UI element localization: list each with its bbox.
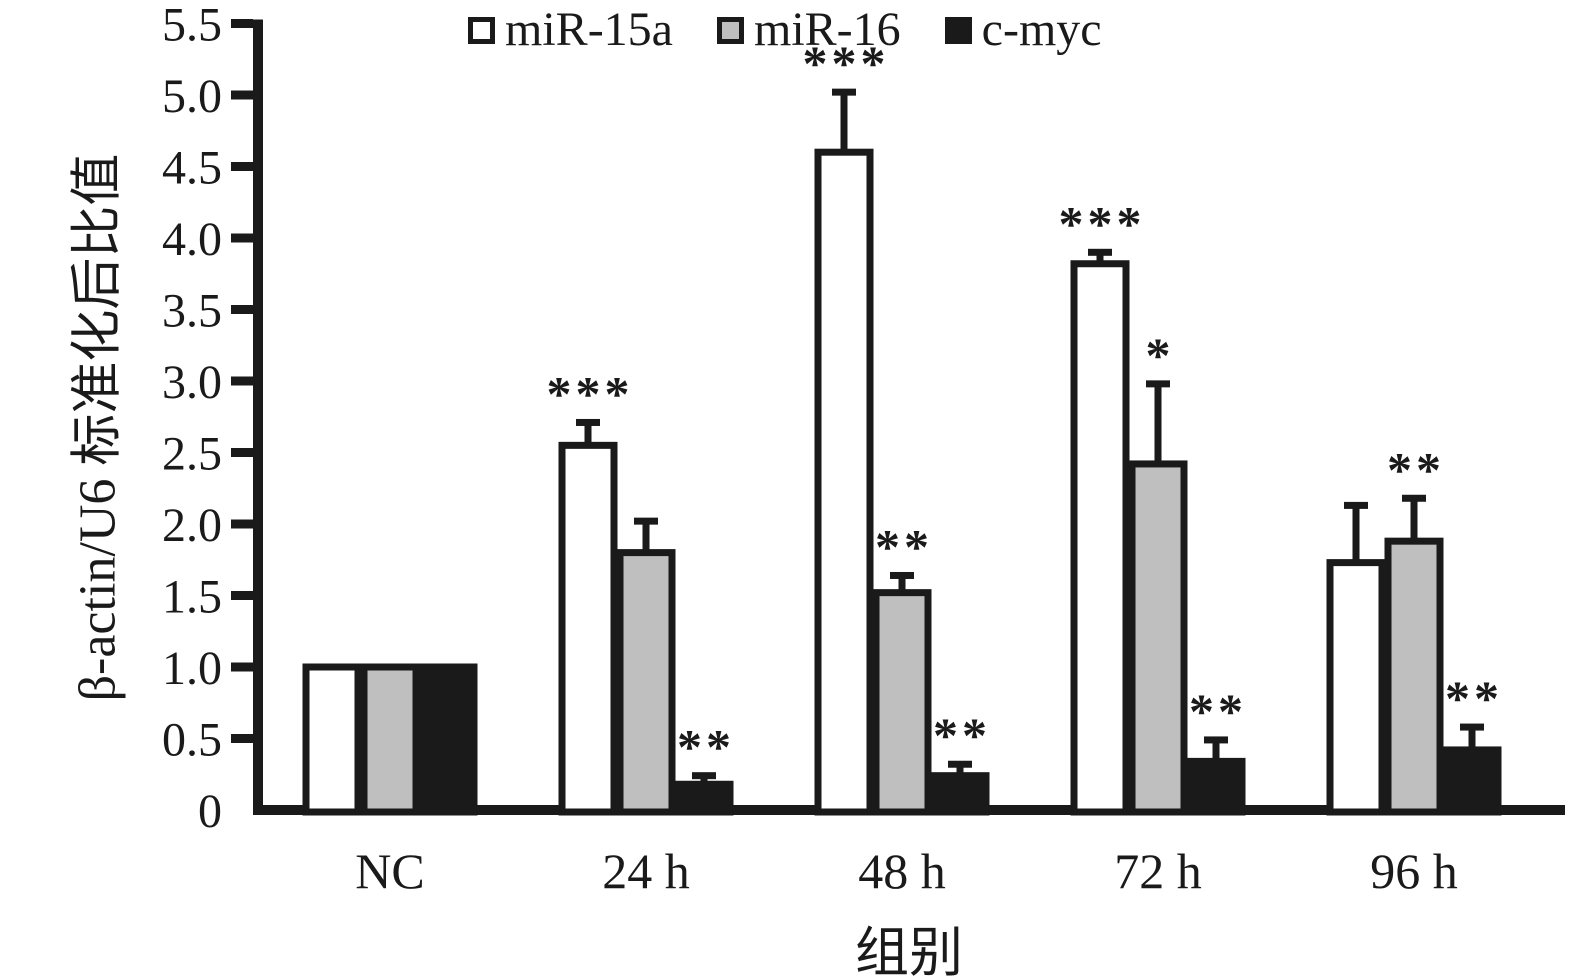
legend-label: c-myc xyxy=(981,3,1102,56)
legend-item-miR-15a: miR-15a xyxy=(468,4,673,56)
error-bar-stem xyxy=(1410,498,1418,542)
error-bar-cap xyxy=(692,772,716,780)
bar-miR-16-48 h xyxy=(872,589,932,816)
y-tick-label: 5.0 xyxy=(162,70,222,123)
bar-c-myc-48 h xyxy=(930,772,990,816)
y-tick xyxy=(231,519,253,529)
bar-miR-15a-NC xyxy=(302,663,362,816)
error-bar-stem xyxy=(898,575,906,593)
y-tick xyxy=(231,233,253,243)
bar-miR-15a-72 h xyxy=(1070,260,1130,816)
significance-label: ** xyxy=(1387,441,1445,497)
significance-label: *** xyxy=(1059,195,1146,251)
bar-miR-15a-24 h xyxy=(558,441,618,816)
y-tick-label: 0 xyxy=(198,785,222,838)
y-tick-label: 4.5 xyxy=(162,142,222,195)
y-tick-label: 5.5 xyxy=(162,0,222,52)
y-tick xyxy=(231,734,253,743)
y-tick xyxy=(231,162,253,171)
error-bar-cap xyxy=(1402,494,1426,502)
error-bar-cap xyxy=(1344,501,1368,509)
error-bar-stem xyxy=(584,422,592,446)
error-bar-stem xyxy=(956,764,964,776)
bar-miR-16-24 h xyxy=(616,549,676,816)
bar-miR-15a-96 h xyxy=(1326,559,1386,816)
y-tick-label: 2.5 xyxy=(162,428,222,481)
y-axis-title: β-actin/U6 标准化后比值 xyxy=(69,153,127,702)
significance-label: ** xyxy=(875,518,933,574)
error-bar-cap xyxy=(1204,736,1228,744)
legend: miR-15a miR-16 c-myc xyxy=(468,4,1102,56)
error-bar-stem xyxy=(700,775,708,785)
y-tick xyxy=(231,591,253,600)
y-tick xyxy=(231,662,253,672)
significance-label: ** xyxy=(933,707,991,763)
legend-swatch-miR-16 xyxy=(716,16,744,44)
error-bar-stem xyxy=(1096,252,1104,264)
legend-item-miR-16: miR-16 xyxy=(716,3,901,56)
legend-item-c-myc: c-myc xyxy=(944,3,1102,56)
x-tick-label: NC xyxy=(355,843,424,899)
y-tick xyxy=(231,90,253,100)
error-bar-stem xyxy=(1352,505,1360,563)
x-tick-label: 96 h xyxy=(1370,843,1458,899)
bar-c-myc-NC xyxy=(418,663,478,816)
error-bar-stem xyxy=(1468,727,1476,750)
y-axis-line xyxy=(253,19,263,815)
significance-label: ** xyxy=(1445,670,1503,726)
significance-label: *** xyxy=(547,365,634,421)
significance-label: ** xyxy=(677,719,735,775)
error-bar-cap xyxy=(1146,380,1170,388)
legend-label: miR-16 xyxy=(753,3,901,56)
significance-label: ** xyxy=(1189,683,1247,739)
error-bar-stem xyxy=(840,92,848,153)
x-axis-title: 组别 xyxy=(855,923,963,978)
legend-swatch-miR-15a xyxy=(468,16,495,44)
error-bar-cap xyxy=(948,760,972,768)
y-tick-label: 0.5 xyxy=(162,714,222,767)
bar-c-myc-96 h xyxy=(1442,746,1502,816)
y-tick-label: 1.0 xyxy=(162,642,222,695)
y-tick xyxy=(231,376,253,386)
x-tick-label: 48 h xyxy=(858,843,946,899)
significance-label: * xyxy=(1146,327,1175,383)
x-tick-label: 24 h xyxy=(602,843,690,899)
y-tick-label: 2.0 xyxy=(162,499,222,552)
y-tick-label: 3.0 xyxy=(162,356,222,409)
error-bar-cap xyxy=(576,418,600,426)
x-tick-label: 72 h xyxy=(1114,843,1202,899)
y-tick xyxy=(231,19,253,28)
legend-swatch-c-myc xyxy=(944,16,972,44)
bar-miR-15a-48 h xyxy=(814,148,874,816)
error-bar-cap xyxy=(634,517,658,525)
error-bar-stem xyxy=(1212,739,1220,762)
error-bar-stem xyxy=(642,521,650,553)
legend-label: miR-15a xyxy=(505,3,673,56)
error-bar-cap xyxy=(1088,248,1112,256)
significance-label: *** xyxy=(803,35,890,91)
bar-c-myc-72 h xyxy=(1186,757,1246,816)
bar-c-myc-24 h xyxy=(674,780,734,816)
bar-miR-16-72 h xyxy=(1128,460,1188,816)
error-bar-cap xyxy=(832,88,856,96)
y-tick xyxy=(231,448,253,457)
bar-miR-16-96 h xyxy=(1384,537,1444,816)
bar-miR-16-NC xyxy=(360,663,420,816)
error-bar-stem xyxy=(1154,383,1162,464)
error-bar-cap xyxy=(1460,723,1484,731)
error-bar-cap xyxy=(890,571,914,579)
y-tick-label: 3.5 xyxy=(162,285,222,338)
y-tick-label: 4.0 xyxy=(162,213,222,266)
y-tick xyxy=(231,305,253,314)
y-tick-label: 1.5 xyxy=(162,571,222,624)
